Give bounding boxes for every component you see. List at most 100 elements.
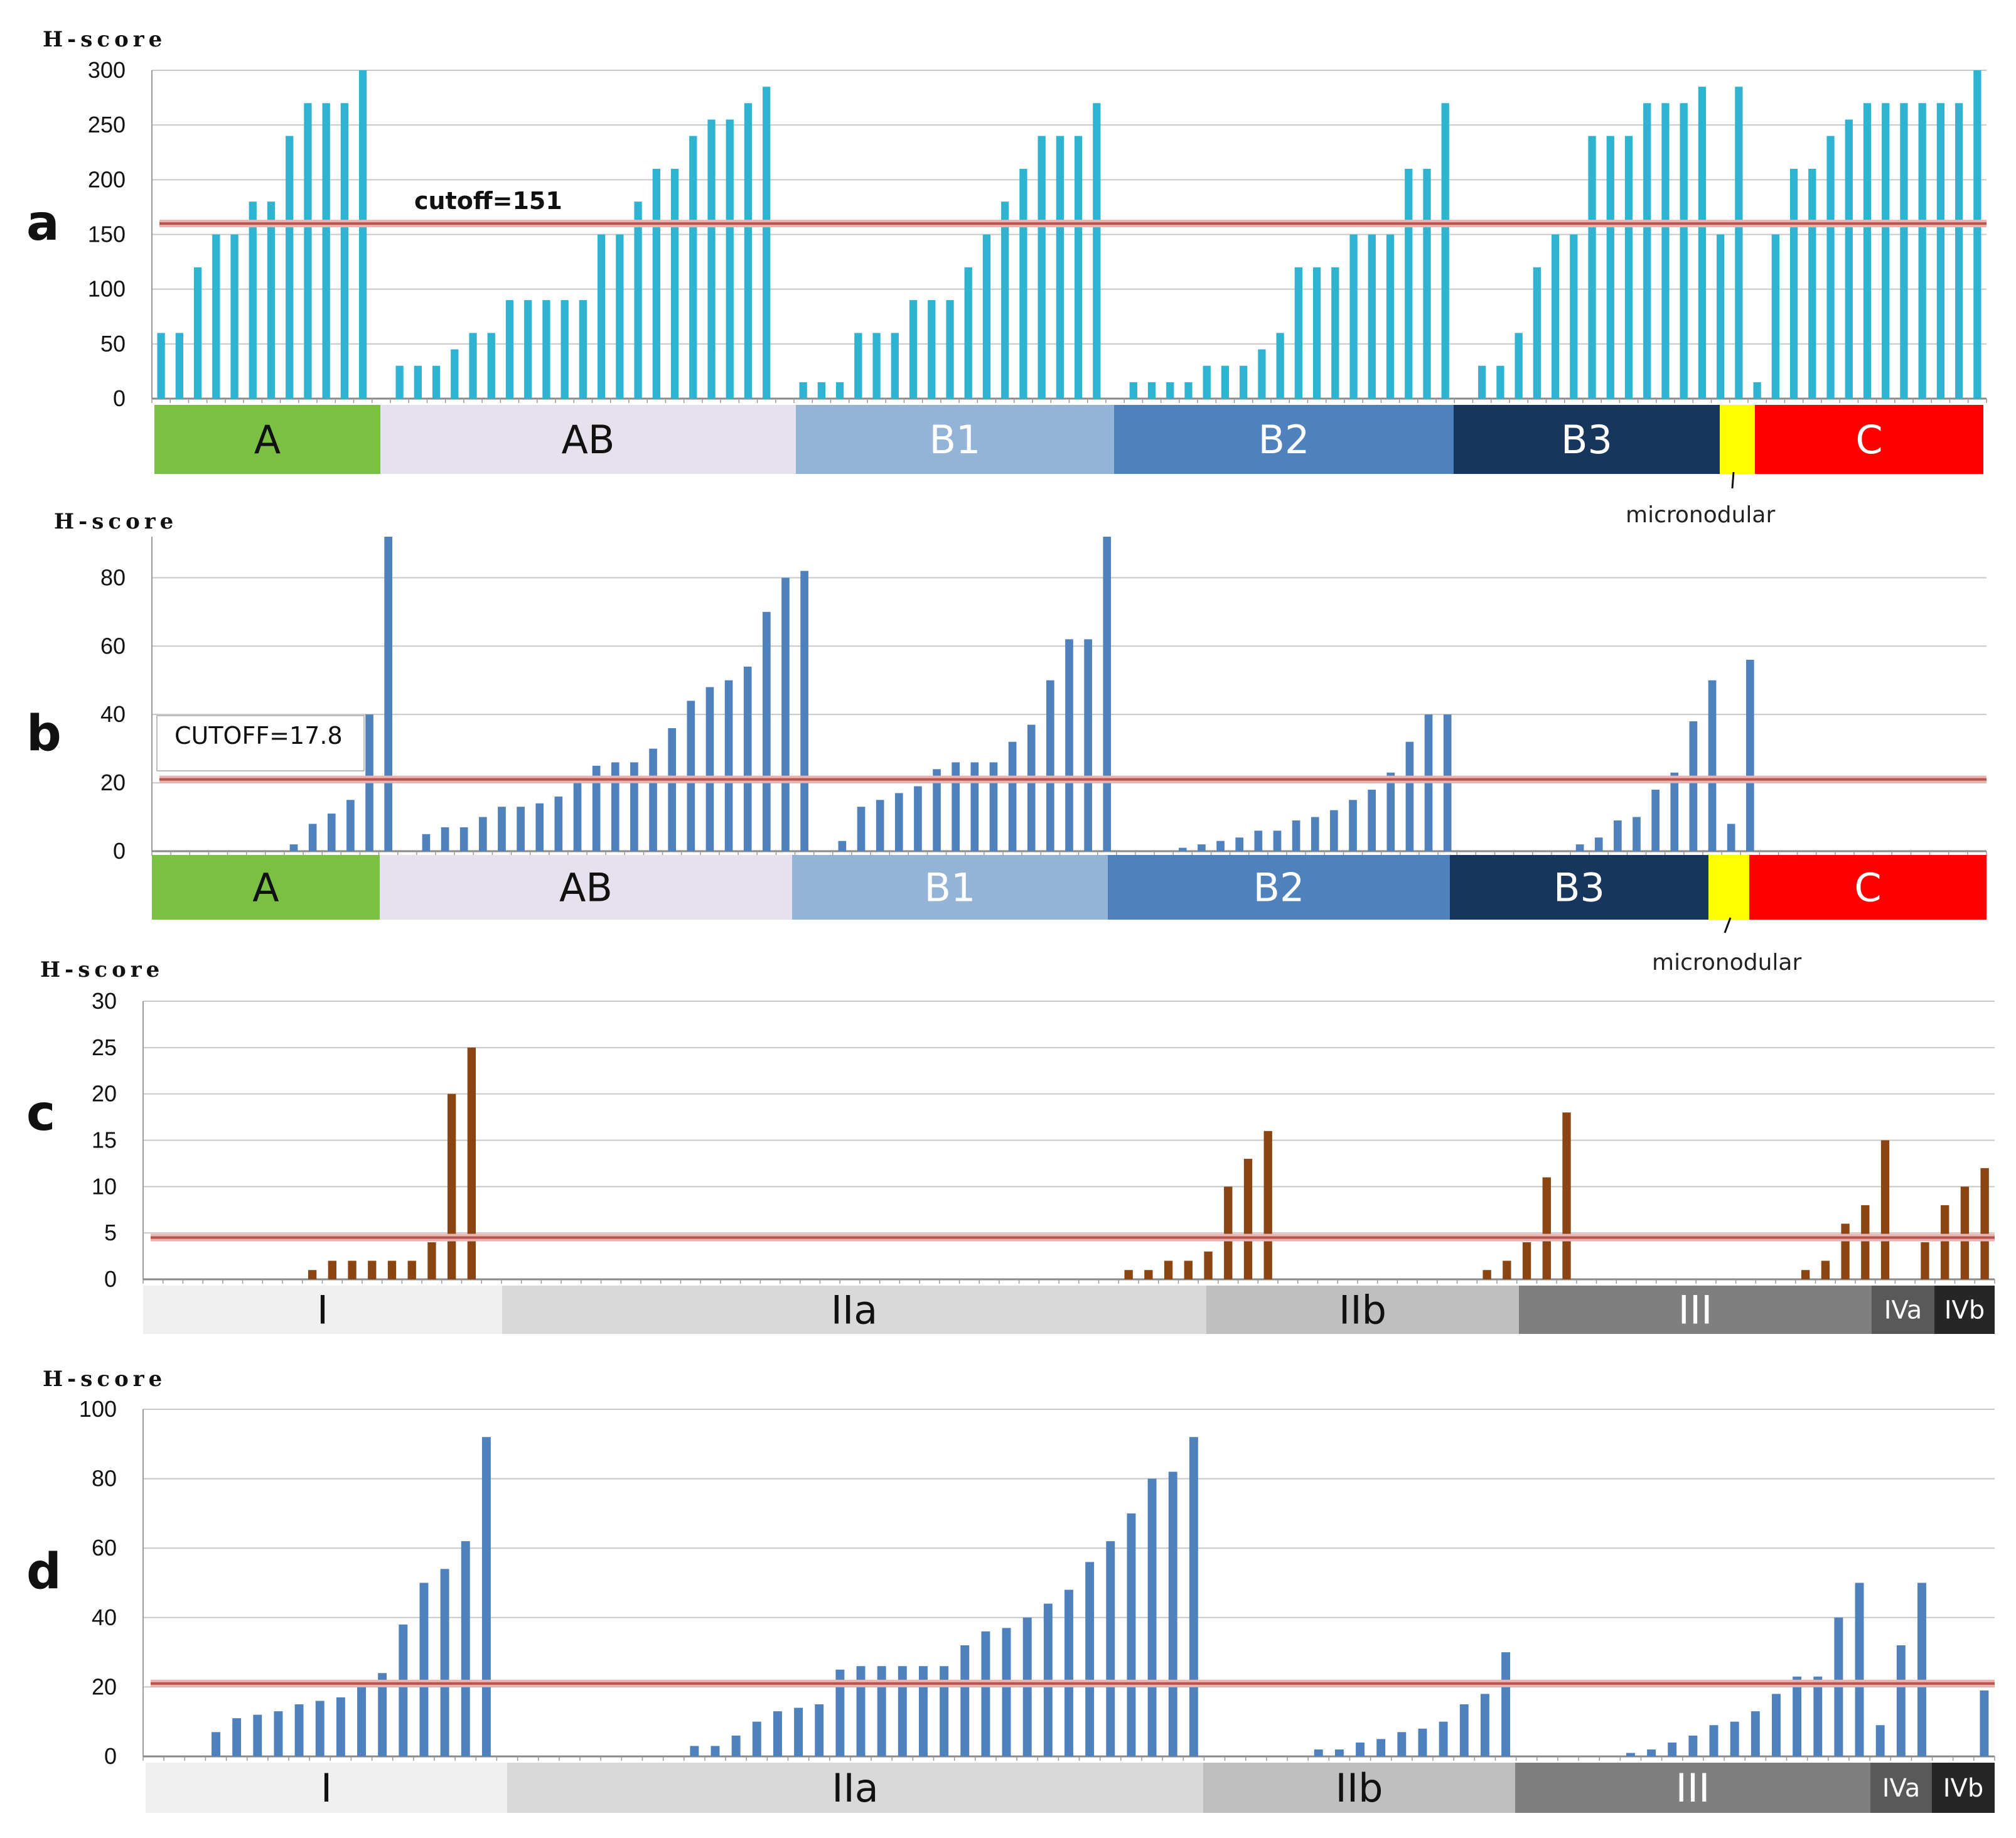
bar <box>1661 103 1670 399</box>
bar <box>952 762 960 851</box>
bar <box>652 168 660 399</box>
bar <box>1002 1628 1011 1756</box>
panel-c: c H-score 0 5 10 15 20 25 30 I IIa IIb III IVa IVb <box>26 957 1995 1334</box>
bar <box>1418 1728 1427 1756</box>
group-segment-label: B2 <box>1253 865 1305 911</box>
group-segment-label: AB <box>562 417 615 463</box>
bar <box>1386 772 1395 851</box>
bar <box>799 382 807 399</box>
group-segment <box>152 855 380 920</box>
group-segment-label: C <box>1855 417 1882 463</box>
bar <box>964 267 972 399</box>
bar <box>524 300 532 399</box>
bar <box>346 800 355 851</box>
bar <box>838 841 847 851</box>
bar <box>427 1242 436 1279</box>
bar <box>193 267 202 399</box>
group-segment-label: III <box>1676 1765 1710 1811</box>
bar <box>1801 1270 1810 1279</box>
group-segment <box>1206 1286 1519 1334</box>
bar <box>1189 1437 1198 1756</box>
bar <box>1204 1251 1213 1279</box>
bar <box>1689 721 1698 851</box>
bar <box>981 1631 990 1756</box>
group-segment <box>1872 1286 1934 1334</box>
bar <box>1941 1205 1949 1279</box>
y-tick-label: 300 <box>88 57 126 83</box>
bar <box>1751 1711 1760 1756</box>
bar <box>1037 136 1046 399</box>
bar <box>1144 1270 1153 1279</box>
bar <box>726 119 734 399</box>
bar <box>724 680 733 851</box>
bar <box>1882 103 1890 399</box>
group-segment-label: B1 <box>925 865 976 911</box>
bar <box>230 234 239 399</box>
group-segment-label: IVb <box>1943 1774 1984 1803</box>
bar <box>1376 1739 1386 1756</box>
y-tick-label: 10 <box>92 1173 117 1199</box>
bar <box>1808 168 1816 399</box>
bar <box>891 333 899 399</box>
bar <box>384 537 393 851</box>
bar <box>249 202 257 399</box>
bar <box>419 1583 429 1756</box>
bar <box>1312 267 1321 399</box>
group-segment-label: III <box>1678 1287 1713 1333</box>
group-segment <box>1755 405 1983 474</box>
bar <box>1570 234 1578 399</box>
bar <box>253 1714 262 1756</box>
bar <box>1254 830 1263 851</box>
bar <box>1046 680 1054 851</box>
bar <box>1258 349 1266 399</box>
bar <box>517 807 525 851</box>
bar <box>898 1666 907 1756</box>
bar <box>1198 844 1206 851</box>
group-segment-label: B3 <box>1561 417 1612 463</box>
bar <box>1106 1541 1115 1756</box>
group-segment <box>1450 855 1708 920</box>
y-tick-label: 80 <box>100 564 126 590</box>
bar <box>328 1260 337 1279</box>
bar <box>461 1541 470 1756</box>
group-segment-label: IVa <box>1882 1774 1921 1803</box>
bar <box>157 333 165 399</box>
group-segment <box>380 405 796 474</box>
group-segment <box>792 855 1108 920</box>
bar <box>294 1704 304 1756</box>
bar <box>592 765 601 851</box>
cutoff-label: CUTOFF=17.8 <box>174 722 343 750</box>
bar <box>399 1624 408 1756</box>
bar <box>1727 824 1735 851</box>
bar <box>1789 168 1798 399</box>
bar <box>336 1697 345 1756</box>
y-axis-title: H-score <box>40 957 164 982</box>
bar <box>1624 136 1633 399</box>
bar <box>773 1711 782 1756</box>
y-tick-label: 0 <box>104 1266 117 1292</box>
bar <box>1129 382 1137 399</box>
bar <box>710 1746 720 1756</box>
y-tick-label: 25 <box>92 1035 117 1060</box>
panel-letter: a <box>26 195 60 252</box>
panel-letter: b <box>26 706 62 762</box>
bar <box>763 611 771 851</box>
bar <box>1921 1242 1929 1279</box>
bar <box>800 571 808 851</box>
bar <box>1439 1721 1448 1756</box>
bar <box>1166 382 1174 399</box>
bar <box>1614 820 1622 851</box>
y-tick-label: 40 <box>92 1604 117 1630</box>
bar <box>1235 837 1244 851</box>
bar <box>1311 817 1319 851</box>
cutoff-label-box <box>156 715 365 771</box>
bar <box>212 234 220 399</box>
group-segment <box>796 405 1114 474</box>
panel-b: b H-score 0 20 40 60 80 CUTOFF=17.8 A AB B1 B2 B3 Cmi… <box>26 509 1987 975</box>
group-segment <box>380 855 792 920</box>
bar <box>1164 1260 1173 1279</box>
note-pointer <box>1724 917 1732 933</box>
bar <box>946 300 954 399</box>
bar <box>469 333 477 399</box>
